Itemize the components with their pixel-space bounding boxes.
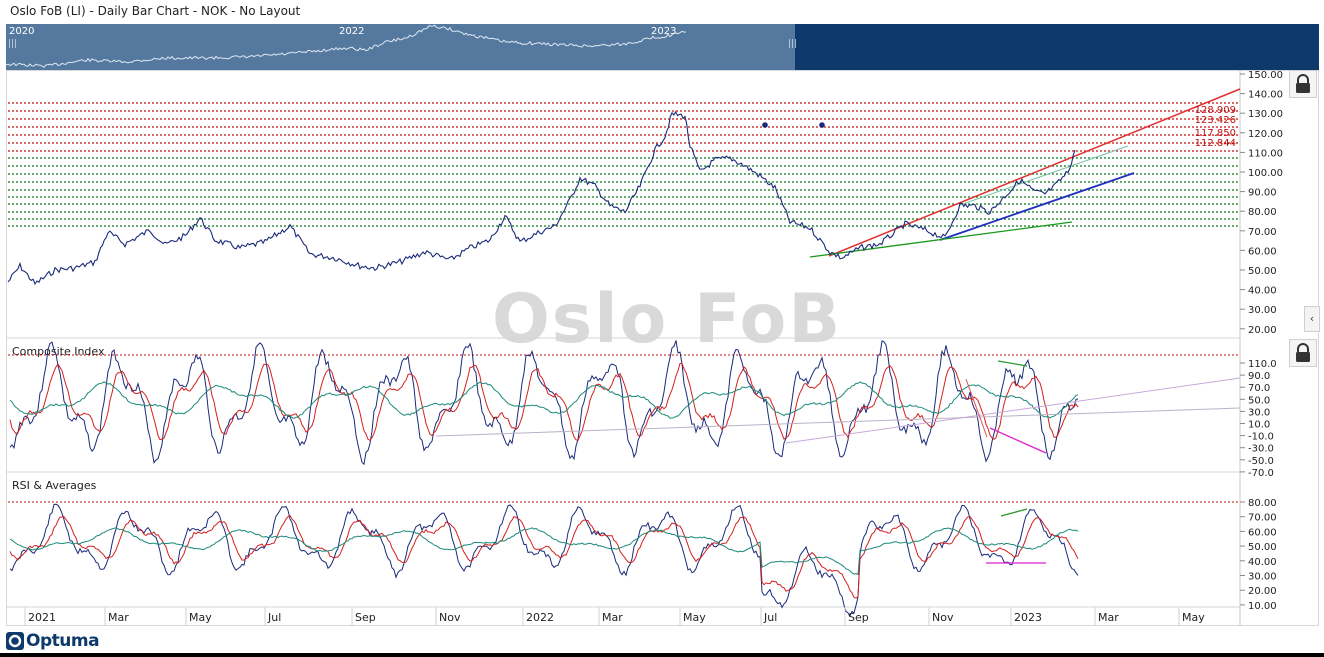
composite-panel-title: Composite Index — [12, 345, 105, 358]
rsi-y-tick-label: 80.00 — [1248, 498, 1277, 509]
level-label: 123.426 — [1195, 115, 1236, 126]
price-y-tick-label: 100.00 — [1248, 168, 1283, 179]
price-y-axis: 150.00 140.00 130.00 120.00 110.00 100.00 90.0… — [1240, 70, 1283, 336]
composite-y-tick-label: 70.0 — [1248, 383, 1270, 394]
price-y-tick-label: 60.00 — [1248, 246, 1277, 257]
date-x-axis: 2021 Mar May Jul Sep Nov 2022 Mar May Jul Sep Nov 20… — [24, 607, 1205, 626]
rsi-y-tick-label: 70.00 — [1248, 513, 1277, 524]
composite-y-tick-label: 30.0 — [1248, 407, 1270, 418]
divergence-line[interactable] — [965, 378, 988, 438]
x-tick-label: Mar — [1098, 611, 1119, 624]
rsi-line — [9, 503, 1079, 617]
overview-price-line — [6, 24, 687, 68]
x-tick-label: Nov — [932, 611, 954, 624]
chevron-left-icon[interactable]: ‹ — [1304, 306, 1320, 332]
optuma-logo-icon — [6, 632, 24, 650]
horizontal-levels — [8, 102, 1238, 227]
lock-icon[interactable] — [1289, 70, 1317, 98]
rsi-y-tick-label: 50.00 — [1248, 542, 1277, 553]
marker-dot — [762, 122, 768, 128]
rsi-y-axis: 80.00 70.00 60.00 50.00 40.00 30.00 20.00 10.00 — [1240, 498, 1277, 612]
price-y-tick-label: 20.00 — [1248, 325, 1277, 336]
overview-year-label: 2020 — [9, 26, 35, 37]
x-tick-label: Jul — [763, 611, 777, 624]
x-tick-label: Sep — [355, 611, 376, 624]
price-series-line — [7, 110, 1076, 286]
composite-y-tick-label: -70.0 — [1248, 468, 1274, 479]
x-tick-label: 2021 — [28, 611, 56, 624]
window-title: Oslo FoB (LI) - Daily Bar Chart - NOK - … — [10, 4, 301, 18]
overview-left-handle[interactable]: ||| — [8, 39, 18, 49]
chart-area[interactable] — [6, 70, 1319, 626]
composite-y-tick-label: -10.0 — [1248, 432, 1274, 443]
rsi-slow-average — [9, 527, 1079, 576]
bottom-edge — [0, 653, 1324, 657]
x-tick-label: Sep — [848, 611, 869, 624]
x-tick-label: Jul — [267, 611, 281, 624]
mid-trendline[interactable] — [959, 145, 1129, 206]
x-tick-label: Mar — [108, 611, 129, 624]
rsi-y-tick-label: 20.00 — [1248, 586, 1277, 597]
price-y-tick-label: 110.00 — [1248, 148, 1283, 159]
x-tick-label: May — [189, 611, 212, 624]
overview-selected-range[interactable] — [6, 24, 795, 70]
price-y-tick-label: 120.00 — [1248, 129, 1283, 140]
rsi-fast-average — [9, 514, 1079, 599]
level-label: 112.844 — [1195, 138, 1236, 149]
divergence-line[interactable] — [989, 427, 1047, 454]
x-tick-label: May — [1182, 611, 1205, 624]
composite-y-tick-label: 110.0 — [1248, 359, 1277, 370]
composite-index-line — [9, 340, 1079, 466]
x-tick-label: May — [683, 611, 706, 624]
overview-year-label: 2022 — [339, 26, 365, 37]
rsi-y-tick-label: 40.00 — [1248, 557, 1277, 568]
price-y-tick-label: 80.00 — [1248, 207, 1277, 218]
composite-y-tick-label: 90.0 — [1248, 371, 1270, 382]
composite-y-tick-label: 10.0 — [1248, 420, 1270, 431]
optuma-logo-text: Optuma — [26, 631, 100, 651]
optuma-logo: Optuma — [6, 631, 100, 651]
price-y-tick-label: 130.00 — [1248, 109, 1283, 120]
price-y-tick-label: 140.00 — [1248, 90, 1283, 101]
lock-icon[interactable] — [1289, 339, 1317, 367]
rsi-y-tick-label: 30.00 — [1248, 572, 1277, 583]
price-y-tick-label: 30.00 — [1248, 305, 1277, 316]
price-y-tick-label: 150.00 — [1248, 70, 1283, 81]
price-y-tick-label: 90.00 — [1248, 188, 1277, 199]
composite-y-tick-label: -50.0 — [1248, 456, 1274, 467]
x-tick-label: 2022 — [526, 611, 554, 624]
overview-navigator[interactable]: 2020 2022 2023 ||| ||| — [6, 24, 1319, 70]
rsi-y-tick-label: 10.00 — [1248, 601, 1277, 612]
overview-year-label: 2023 — [651, 26, 677, 37]
price-y-tick-label: 70.00 — [1248, 227, 1277, 238]
composite-y-axis: 110.090.070.050.030.0 10.0-10.0-30.0-50.0… — [1240, 359, 1277, 479]
divergence-line[interactable] — [997, 360, 1028, 367]
composite-y-tick-label: -30.0 — [1248, 444, 1274, 455]
trendlines[interactable] — [809, 88, 1241, 258]
overview-right-handle[interactable]: ||| — [788, 39, 798, 49]
support-trendline[interactable] — [939, 172, 1135, 241]
divergence-line[interactable] — [1000, 508, 1028, 517]
composite-trendline[interactable] — [785, 377, 1241, 444]
rsi-panel-title: RSI & Averages — [12, 479, 97, 492]
level-label: 117.850 — [1195, 128, 1236, 139]
level-label: 128.909 — [1195, 105, 1236, 116]
composite-y-tick-label: 50.0 — [1248, 395, 1270, 406]
composite-trendline[interactable] — [435, 407, 1241, 437]
composite-fast-average — [9, 363, 1079, 441]
rsi-y-tick-label: 60.00 — [1248, 527, 1277, 538]
x-tick-label: Nov — [439, 611, 461, 624]
x-tick-label: Mar — [602, 611, 623, 624]
composite-slow-average — [9, 381, 1079, 419]
marker-dot — [819, 122, 825, 128]
price-y-tick-label: 40.00 — [1248, 286, 1277, 297]
watermark: Oslo FoB — [492, 280, 843, 359]
price-level-labels: 128.909 123.426 117.850 112.844 — [1195, 105, 1236, 149]
channel-upper-trendline[interactable] — [828, 88, 1241, 257]
price-y-tick-label: 50.00 — [1248, 266, 1277, 277]
x-tick-label: 2023 — [1014, 611, 1042, 624]
